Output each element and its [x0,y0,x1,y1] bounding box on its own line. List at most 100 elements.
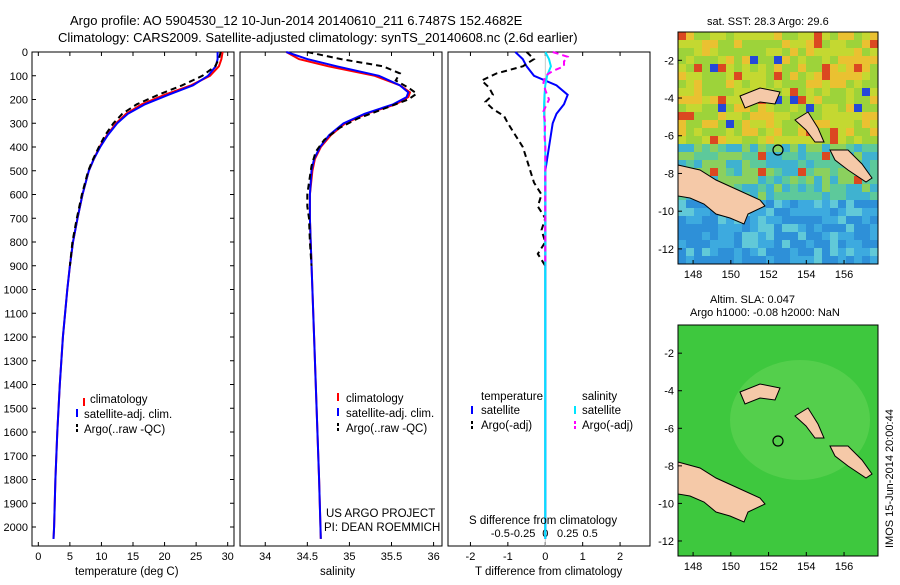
map-y-tick-label: -2 [664,55,674,67]
sst-cell [790,64,798,72]
sst-grid [678,32,878,264]
sst-cell [734,136,742,144]
sst-cell [806,232,814,240]
sst-cell [758,240,766,248]
s-tick-label: 0.5 [582,528,597,540]
sst-cell [750,184,758,192]
sst-cell [734,184,742,192]
sst-cell [790,72,798,80]
sst-cell [750,48,758,56]
sst-cell [830,240,838,248]
sst-cell [830,96,838,104]
float-marker [772,435,784,447]
sst-cell [838,144,846,152]
sst-cell [854,104,862,112]
sst-cell [782,224,790,232]
sst-cell [798,216,806,224]
difference-legend: temperature salinity satellite satellite… [471,391,633,432]
sst-cell [694,96,702,104]
sst-cell [694,72,702,80]
sst-cell [758,152,766,160]
sst-cell [726,104,734,112]
sst-cell [774,48,782,56]
sst-cell [782,232,790,240]
sst-cell [806,88,814,96]
sst-cell [814,64,822,72]
sst-cell [750,248,758,256]
sst-cell [774,192,782,200]
sst-cell [846,208,854,216]
sst-cell [686,112,694,120]
sst-cell [750,160,758,168]
sst-cell [862,144,870,152]
sst-cell [830,184,838,192]
sst-cell [694,32,702,40]
sst-cell [854,192,862,200]
sst-cell [694,224,702,232]
sst-cell [750,168,758,176]
sst-cell [782,184,790,192]
sst-cell [806,216,814,224]
x-tick-label: 34.5 [297,551,318,563]
sst-cell [710,128,718,136]
sst-cell [782,144,790,152]
sst-cell [750,32,758,40]
sst-cell [702,32,710,40]
sst-cell [774,56,782,64]
sst-cell [694,200,702,208]
sst-cell [806,256,814,264]
sst-cell [846,72,854,80]
sst-cell [814,232,822,240]
series-argo-raw-qc- [68,51,222,266]
sst-cell [862,232,870,240]
sst-cell [694,240,702,248]
sst-cell [822,40,830,48]
map-y-tick-label: -4 [664,386,674,398]
sst-cell [742,232,750,240]
sst-cell [742,40,750,48]
y-tick-label: 1800 [4,475,28,487]
sst-cell [854,248,862,256]
temperature-axes-box [31,51,235,547]
sst-cell [822,72,830,80]
sst-cell [758,64,766,72]
sst-cell [782,120,790,128]
sst-cell [678,200,686,208]
sst-cell [790,112,798,120]
sst-cell [686,248,694,256]
sst-cell [862,96,870,104]
sst-cell [742,176,750,184]
sst-cell [798,104,806,112]
y-tick-label: 0 [22,47,28,59]
sst-cell [806,248,814,256]
sst-cell [790,208,798,216]
sst-cell [766,112,774,120]
difference-xlabel: T difference from climatology [475,566,622,578]
sst-cell [686,56,694,64]
sst-cell [718,240,726,248]
sst-cell [702,56,710,64]
sst-cell [734,104,742,112]
sst-cell [782,240,790,248]
sst-cell [702,128,710,136]
y-tick-label: 100 [10,71,28,83]
y-tick-label: 1900 [4,498,28,510]
sst-cell [726,152,734,160]
sst-cell [726,80,734,88]
sst-cell [686,136,694,144]
sst-cell [782,176,790,184]
sst-cell [838,120,846,128]
series-t-argo-adj- [479,51,547,267]
sst-cell [742,112,750,120]
sst-cell [774,168,782,176]
sst-cell [806,96,814,104]
sst-cell [718,168,726,176]
solomon-land [829,445,873,479]
sst-cell [734,232,742,240]
sst-cell [758,112,766,120]
sst-cell [702,224,710,232]
sst-cell [726,248,734,256]
sst-cell [766,48,774,56]
x-tick-label: 15 [127,551,139,563]
imos-credit: IMOS 15-Jun-2014 20:00:44 [884,409,896,548]
